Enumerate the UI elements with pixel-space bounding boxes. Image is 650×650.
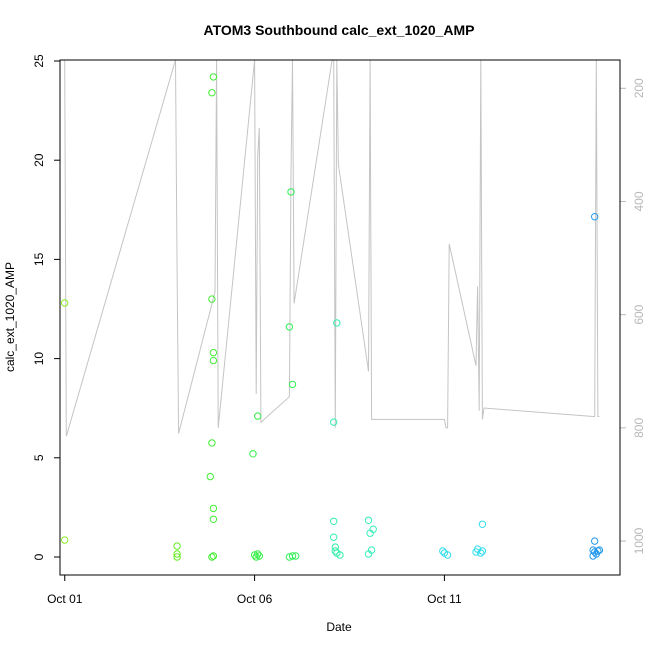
- data-point: [330, 533, 338, 541]
- data-point: [478, 520, 487, 528]
- x-tick-label: Oct 01: [47, 592, 83, 606]
- data-point: [287, 188, 295, 196]
- x-tick-label: Oct 06: [237, 592, 273, 606]
- data-point: [173, 542, 181, 550]
- data-points: [60, 73, 604, 561]
- data-point: [209, 504, 218, 513]
- data-point: [60, 299, 69, 307]
- data-point: [209, 348, 218, 357]
- axes: 0 5 10 15 20 25 Oct 01 Oct 06 Oct 11 200 400 600 800…: [32, 54, 646, 606]
- data-point: [173, 553, 181, 561]
- data-point: [209, 515, 218, 523]
- right-tick-label: 1000: [632, 527, 646, 554]
- y-tick-label: 15: [32, 252, 46, 266]
- data-point: [330, 418, 338, 426]
- data-point: [254, 412, 262, 420]
- data-point: [209, 356, 218, 365]
- data-point: [591, 537, 599, 545]
- right-tick-label: 600: [632, 304, 646, 324]
- data-point: [288, 380, 297, 389]
- data-point: [439, 547, 447, 555]
- right-tick-label: 800: [632, 418, 646, 438]
- data-point: [209, 73, 218, 81]
- data-point: [254, 550, 262, 558]
- data-point: [369, 525, 377, 533]
- data-point: [443, 551, 452, 559]
- data-point: [336, 551, 344, 559]
- x-tick-label: Oct 11: [427, 592, 462, 606]
- y-tick-label: 10: [32, 352, 46, 366]
- data-point: [206, 472, 215, 481]
- data-point: [364, 516, 373, 524]
- y-axis-label: calc_ext_1020_AMP: [3, 262, 17, 372]
- y-tick-label: 5: [32, 454, 46, 461]
- data-point: [173, 550, 181, 558]
- data-point: [595, 546, 604, 554]
- data-point: [285, 323, 294, 331]
- y-tick-label: 25: [32, 54, 46, 68]
- data-point: [477, 549, 485, 557]
- chart-title: ATOM3 Southbound calc_ext_1020_AMP: [204, 22, 475, 38]
- y-tick-label: 20: [32, 153, 46, 167]
- data-point: [255, 552, 263, 560]
- data-point: [60, 536, 69, 544]
- x-axis-label: Date: [326, 620, 352, 634]
- right-series-line: [64, 60, 600, 437]
- data-point: [208, 89, 216, 97]
- data-point: [478, 547, 487, 555]
- data-point: [591, 548, 599, 556]
- data-point: [330, 517, 338, 525]
- data-point: [591, 213, 599, 221]
- data-point: [208, 295, 216, 303]
- data-point: [250, 551, 259, 559]
- data-point: [249, 450, 257, 458]
- y-tick-label: 0: [32, 553, 46, 560]
- right-axis-series: [64, 60, 600, 437]
- right-tick-label: 400: [632, 191, 646, 211]
- data-point: [364, 550, 373, 558]
- data-point: [209, 552, 218, 560]
- data-point: [594, 547, 602, 555]
- data-point: [333, 319, 341, 327]
- data-point: [589, 552, 597, 560]
- data-point: [208, 553, 216, 561]
- data-point: [288, 552, 297, 560]
- data-point: [331, 547, 339, 555]
- data-point: [292, 552, 300, 560]
- right-tick-label: 200: [632, 78, 646, 98]
- plot-frame: [59, 59, 621, 576]
- data-point: [208, 439, 216, 447]
